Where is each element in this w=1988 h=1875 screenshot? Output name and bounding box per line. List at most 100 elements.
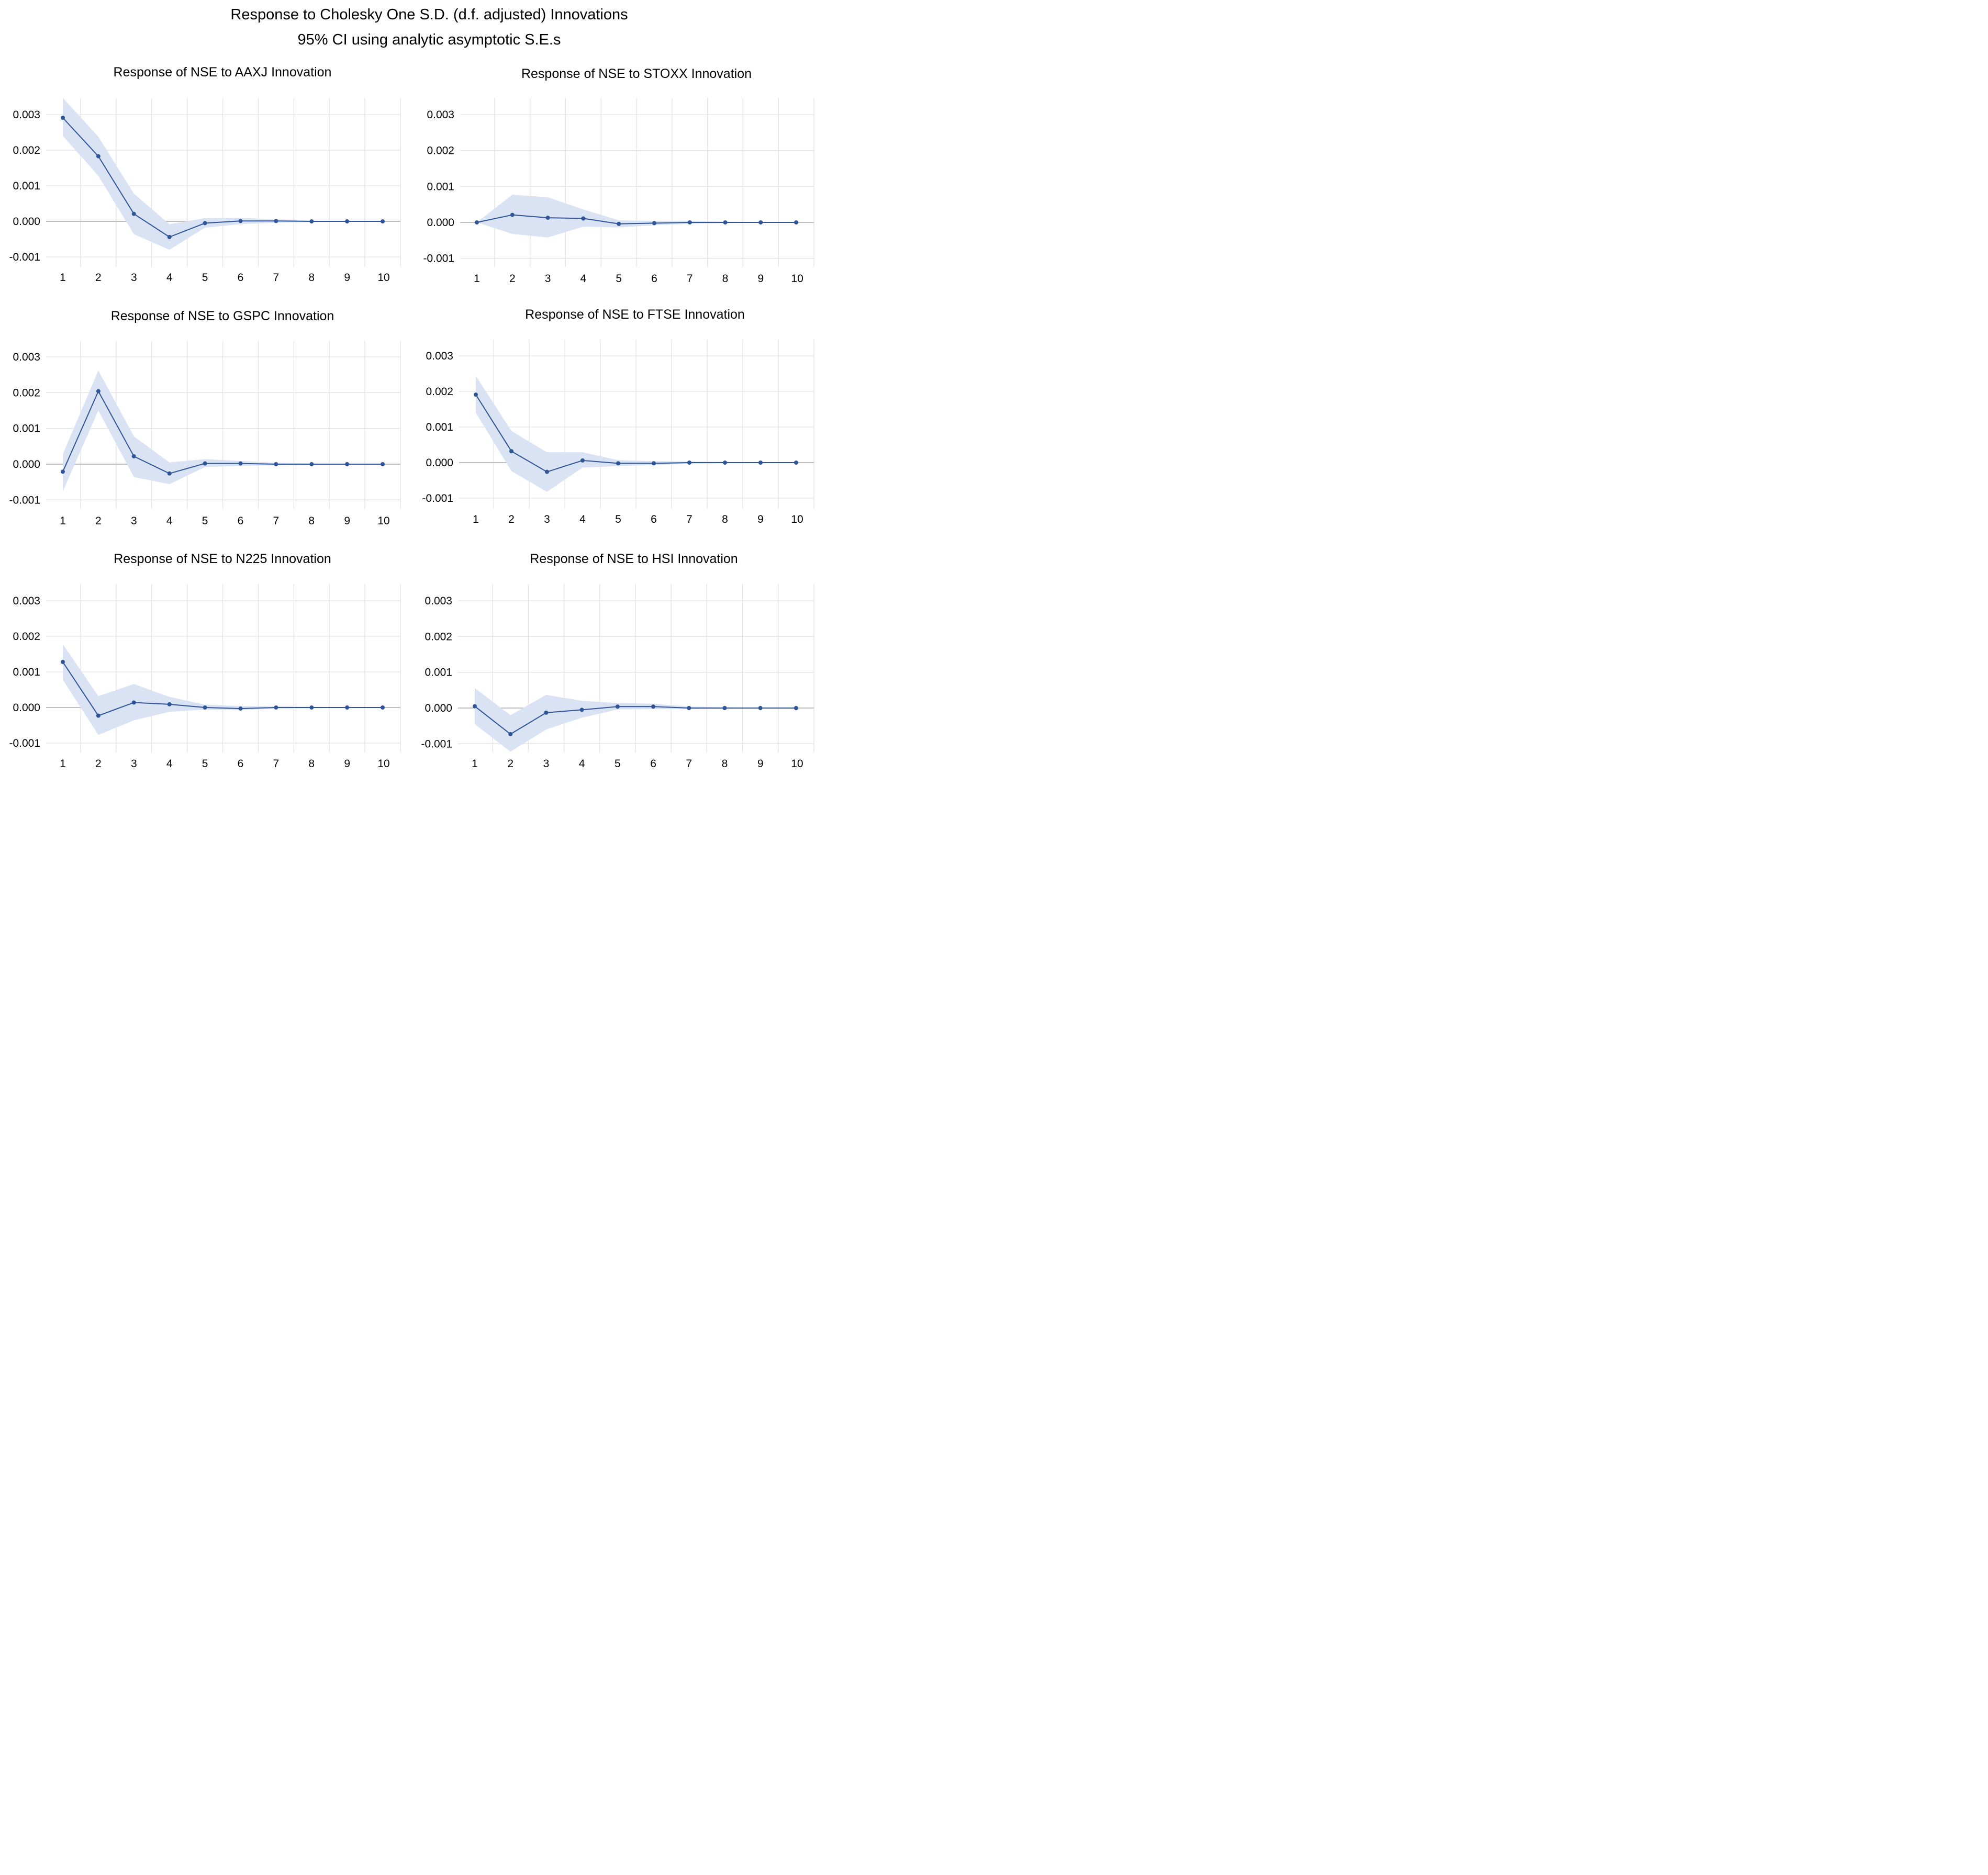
response-point bbox=[131, 454, 136, 458]
response-point bbox=[794, 706, 798, 710]
response-point bbox=[723, 220, 728, 224]
x-tick-label: 6 bbox=[238, 272, 244, 284]
x-tick-label: 4 bbox=[166, 758, 173, 770]
x-tick-label: 9 bbox=[757, 758, 764, 770]
y-tick-label: -0.001 bbox=[423, 253, 454, 265]
y-tick-label: 0.001 bbox=[13, 666, 40, 678]
response-point bbox=[616, 461, 620, 466]
response-point bbox=[309, 705, 314, 710]
y-tick-label: -0.001 bbox=[9, 251, 40, 263]
response-point bbox=[238, 219, 243, 223]
x-tick-label: 4 bbox=[166, 272, 173, 284]
x-tick-label: 10 bbox=[377, 515, 389, 527]
x-tick-label: 10 bbox=[791, 758, 803, 770]
response-line bbox=[476, 214, 797, 224]
panel-aaxj: Response of NSE to AAXJ Innovation 0.003 0… bbox=[9, 65, 401, 284]
figure-title: Response to Cholesky One S.D. (d.f. adju… bbox=[230, 6, 628, 23]
response-point bbox=[687, 220, 692, 224]
response-point bbox=[345, 705, 350, 710]
y-tick-label: 0.002 bbox=[13, 144, 40, 156]
response-point bbox=[61, 659, 65, 664]
x-tick-label: 7 bbox=[686, 758, 692, 770]
y-tick-label: 0.003 bbox=[13, 109, 40, 121]
response-point bbox=[579, 708, 584, 712]
response-point bbox=[687, 461, 691, 465]
y-tick-label: 0.000 bbox=[13, 702, 40, 714]
response-point bbox=[723, 461, 727, 465]
x-tick-label: 7 bbox=[686, 513, 693, 525]
response-point bbox=[687, 706, 691, 710]
x-tick-label: 10 bbox=[377, 758, 389, 770]
response-point bbox=[345, 219, 350, 223]
y-tick-label: 0.002 bbox=[426, 386, 453, 398]
y-tick-label: 0.000 bbox=[425, 702, 452, 714]
response-point bbox=[508, 732, 513, 736]
panel-stoxx: Response of NSE to STOXX Innovation 0.003… bbox=[423, 66, 814, 285]
x-tick-label: 2 bbox=[509, 273, 516, 285]
response-point bbox=[381, 219, 385, 223]
confidence-band bbox=[63, 644, 383, 735]
x-tick-label: 7 bbox=[687, 273, 693, 285]
x-tick-label: 4 bbox=[166, 515, 173, 527]
x-tick-label: 4 bbox=[580, 273, 587, 285]
response-point bbox=[203, 461, 207, 466]
x-tick-label: 2 bbox=[95, 272, 102, 284]
response-point bbox=[167, 702, 172, 706]
y-tick-label: 0.000 bbox=[427, 217, 454, 229]
x-tick-label: 10 bbox=[377, 272, 389, 284]
x-tick-label: 3 bbox=[131, 758, 137, 770]
x-tick-label: 8 bbox=[722, 513, 728, 525]
response-point bbox=[580, 458, 585, 463]
panel-title: Response of NSE to AAXJ Innovation bbox=[114, 65, 332, 80]
x-tick-label: 5 bbox=[202, 515, 208, 527]
x-tick-label: 8 bbox=[308, 758, 315, 770]
response-point bbox=[274, 219, 278, 223]
response-point bbox=[651, 704, 656, 709]
response-point bbox=[758, 706, 763, 710]
x-tick-label: 5 bbox=[202, 758, 208, 770]
confidence-band bbox=[475, 688, 796, 752]
response-point bbox=[131, 700, 136, 705]
x-tick-label: 1 bbox=[473, 513, 479, 525]
response-point bbox=[722, 706, 727, 710]
x-tick-label: 3 bbox=[543, 758, 550, 770]
x-tick-label: 2 bbox=[507, 758, 513, 770]
response-line bbox=[62, 117, 383, 238]
x-tick-label: 3 bbox=[131, 515, 137, 527]
response-point bbox=[473, 704, 477, 709]
x-tick-label: 2 bbox=[95, 515, 102, 527]
y-tick-label: 0.000 bbox=[426, 457, 453, 469]
response-point bbox=[61, 469, 65, 474]
x-tick-label: 8 bbox=[308, 272, 315, 284]
response-point bbox=[131, 211, 136, 216]
panel-title: Response of NSE to HSI Innovation bbox=[530, 552, 738, 566]
x-tick-label: 8 bbox=[722, 273, 729, 285]
response-point bbox=[794, 220, 799, 224]
response-point bbox=[758, 220, 763, 224]
response-point bbox=[509, 449, 513, 454]
y-tick-label: 0.001 bbox=[13, 423, 40, 435]
y-tick-label: 0.002 bbox=[13, 631, 40, 643]
panel-ftse: Response of NSE to FTSE Innovation 0.003 0… bbox=[422, 307, 814, 525]
y-tick-label: 0.002 bbox=[425, 631, 452, 643]
response-point bbox=[274, 462, 278, 466]
x-tick-label: 3 bbox=[131, 272, 137, 284]
x-tick-label: 10 bbox=[791, 273, 803, 285]
x-tick-label: 9 bbox=[344, 272, 350, 284]
x-tick-label: 5 bbox=[616, 273, 622, 285]
x-tick-label: 5 bbox=[615, 758, 621, 770]
y-tick-label: 0.000 bbox=[13, 216, 40, 228]
response-point bbox=[238, 706, 243, 711]
response-line bbox=[62, 390, 383, 474]
x-tick-label: 5 bbox=[202, 272, 208, 284]
panel-title: Response of NSE to N225 Innovation bbox=[114, 552, 331, 566]
response-point bbox=[309, 462, 314, 466]
x-tick-label: 6 bbox=[651, 513, 657, 525]
y-tick-label: 0.001 bbox=[426, 421, 453, 433]
response-point bbox=[652, 461, 656, 466]
response-point bbox=[652, 221, 656, 226]
response-point bbox=[545, 216, 550, 220]
y-tick-label: 0.003 bbox=[425, 595, 452, 607]
response-point bbox=[544, 710, 549, 715]
response-point bbox=[758, 461, 763, 465]
